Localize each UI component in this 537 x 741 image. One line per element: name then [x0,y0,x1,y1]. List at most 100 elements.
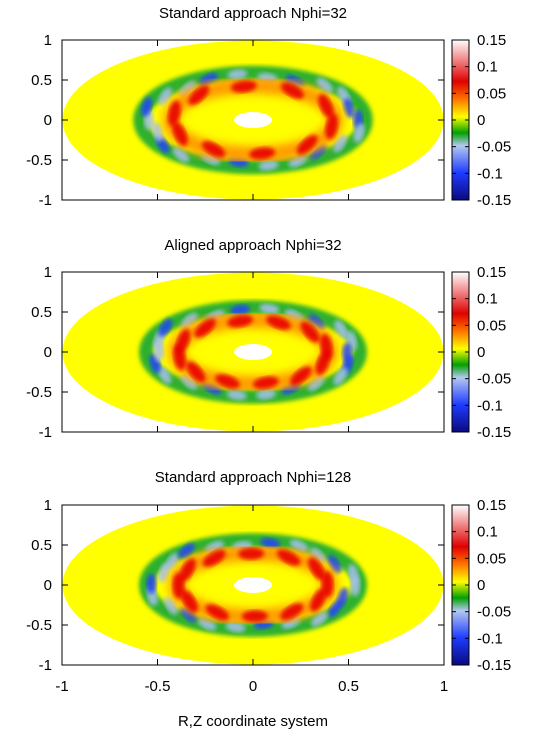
negative-blob [289,539,309,553]
positive-lobe [320,333,333,360]
positive-lobe [186,361,206,383]
negative-blob [334,320,348,338]
colorbar-tick-label: -0.1 [477,397,503,414]
positive-lobe [202,549,226,567]
negative-blob [172,147,190,163]
colorbar-tick-label: 0.15 [477,497,506,514]
y-tick-label: 0 [44,344,52,361]
y-tick-label: -0.5 [26,617,52,634]
panel-1: Standard approach Nphi=32 1 0.5 0 -0.5 -1 0.… [26,5,511,209]
colorbar-tick-label: -0.05 [477,371,511,388]
negative-blob [226,389,247,401]
positive-lobe [172,121,188,147]
positive-lobe [300,321,320,343]
negative-blob [343,98,355,118]
negative-blob [308,314,325,330]
negative-blob [141,97,153,117]
colorbar-tick-label: 0 [477,344,485,361]
panel-2-heatmap [61,272,445,432]
positive-lobe [276,549,301,566]
positive-lobe [280,82,305,100]
panel-3-x-axis: -1 -0.5 0 0.5 1 [55,678,448,695]
center-hole [234,344,272,360]
colorbar-tick-label: 0.1 [477,59,498,76]
x-tick-label: 0.5 [338,678,359,695]
positive-lobe [290,366,312,386]
panel-2-y-axis: 1 0.5 0 -0.5 -1 [26,264,444,441]
positive-lobe [266,315,291,330]
negative-blob [316,77,333,93]
negative-blob [327,555,342,574]
panel-1-y-axis: 1 0.5 0 -0.5 -1 [26,32,444,209]
positive-lobe [201,140,226,158]
colorbar-tick-label: 0.05 [477,85,506,102]
outer-green-band [133,65,373,175]
positive-lobe [194,318,216,338]
negative-blob [227,69,248,80]
colorbar-tick-label: -0.1 [477,165,503,182]
negative-blob [311,611,328,627]
positive-lobe [175,328,191,354]
panel-2-title: Aligned approach Nphi=32 [164,237,341,254]
colorbar-tick-label: -0.15 [477,424,511,441]
colorbar-tick-label: 0.05 [477,550,506,567]
y-tick-label: 1 [44,264,52,281]
positive-lobe [296,134,318,155]
positive-lobe [241,610,268,623]
center-hole [234,577,272,593]
panel-1-title: Standard approach Nphi=32 [159,5,347,22]
y-tick-label: 0.5 [31,304,52,321]
x-axis-label: R,Z coordinate system [178,713,328,730]
positive-lobe [325,113,339,140]
negative-blob [256,389,277,400]
x-tick-label: 0 [249,678,257,695]
colorbar-tick-label: -0.15 [477,657,511,674]
y-tick-label: -1 [39,192,52,209]
panel-1-colorbar: 0.15 0.1 0.05 0 -0.05 -0.1 -0.15 [451,32,511,209]
negative-blob [310,144,327,160]
negative-blob [180,606,197,623]
colorbar-tick-label: -0.05 [477,139,511,156]
colorbar-tick-label: 0 [477,112,485,129]
negative-blob [158,318,173,337]
positive-lobe [318,93,334,119]
negative-blob [259,303,280,315]
positive-lobe [310,588,327,612]
center-hole [234,112,272,128]
positive-lobe [230,80,257,93]
positive-lobe [249,147,276,160]
negative-blob [178,543,195,559]
positive-lobe [180,589,198,613]
colorbar-tick-label: 0.05 [477,317,506,334]
colorbar-tick-label: 0.1 [477,524,498,541]
negative-blob [157,366,172,384]
negative-blob [151,122,164,142]
y-tick-label: 1 [44,497,52,514]
positive-lobe [308,557,326,581]
y-tick-label: -0.5 [26,384,52,401]
positive-lobe [321,571,334,598]
negative-blob [146,573,157,594]
negative-blob [181,312,198,328]
negative-blob [336,587,349,607]
negative-blob [181,374,198,390]
negative-blob [164,596,178,615]
panel-1-heatmap [61,40,445,200]
positive-lobe [215,374,240,389]
positive-lobe [188,85,210,106]
positive-lobes-group [167,80,339,160]
panel-3-colorbar: 0.15 0.1 0.05 0 -0.05 -0.1 -0.15 [451,497,511,674]
y-tick-label: 0 [44,112,52,129]
y-tick-label: 0 [44,577,52,594]
y-tick-label: 0.5 [31,537,52,554]
x-tick-label: -0.5 [145,678,171,695]
colorbar-tick-label: 0.1 [477,291,498,308]
negative-blob [307,375,325,391]
colorbar-tick-label: -0.1 [477,630,503,647]
positive-lobe [238,547,265,560]
negative-blob [342,342,353,363]
panel-3-y-axis: 1 0.5 0 -0.5 -1 [26,497,444,674]
positive-lobes-group [173,314,333,390]
negative-blob [164,552,179,571]
